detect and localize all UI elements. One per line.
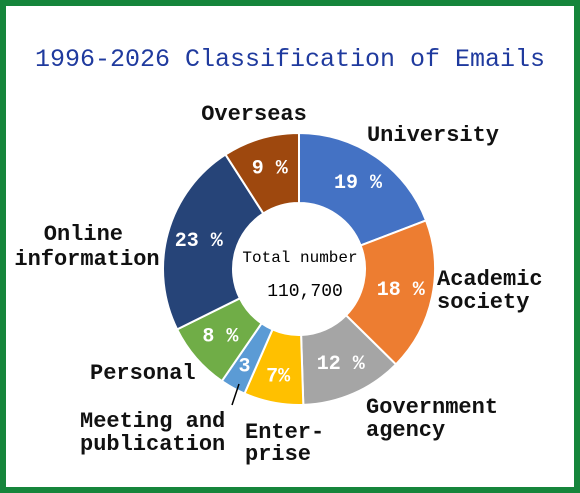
label-online-information-line-2: information xyxy=(14,247,159,272)
label-meeting-and-publication-line-1: Meeting and xyxy=(80,409,225,434)
label-enterprise: Enter- prise xyxy=(245,420,337,467)
label-government-agency-line-1: Government xyxy=(366,395,498,420)
label-government-agency-line-2: agency xyxy=(366,418,445,443)
value-label-enter-prise: 7% xyxy=(266,366,291,389)
center-text: Total number 110,700 xyxy=(242,249,357,302)
leader-line-meeting-and-publication xyxy=(231,383,240,406)
value-label-personal: 8 % xyxy=(202,326,239,349)
label-university: University xyxy=(367,123,499,148)
label-academic-society-line-2: society xyxy=(437,290,529,315)
label-online-information: Online information xyxy=(14,222,159,272)
label-personal: Personal xyxy=(90,361,196,386)
label-overseas: Overseas xyxy=(201,102,307,127)
label-meeting-and-publication-line-2: publication xyxy=(80,432,225,457)
value-labels: 19 % 18 % 12 % 7% 38 % 23 % 9 % xyxy=(175,158,426,389)
value-label-overseas: 9 % xyxy=(252,158,289,181)
value-label-university: 19 % xyxy=(334,172,383,195)
donut-slices xyxy=(162,131,436,406)
slice-online-information xyxy=(162,153,265,331)
label-academic-society: Academic society xyxy=(437,267,556,315)
chart-title: 1996-2026 Classification of Emails xyxy=(35,45,545,74)
label-meeting-and-publication: Meeting and publication xyxy=(80,409,238,457)
value-label-government-agency: 12 % xyxy=(317,353,366,376)
center-label: Total number xyxy=(242,249,357,267)
center-value: 110,700 xyxy=(267,282,343,302)
label-online-information-line-1: Online xyxy=(44,222,123,247)
slice-overseas xyxy=(224,131,300,215)
value-label-meeting-and-publication: 3 xyxy=(239,355,251,378)
label-enterprise-line-2: prise xyxy=(245,442,311,467)
slice-university xyxy=(298,131,428,247)
chart-background xyxy=(6,6,574,487)
category-labels: Overseas University Academic society Gov… xyxy=(14,102,556,467)
value-label-academic-society: 18 % xyxy=(377,279,426,302)
label-enterprise-line-1: Enter- xyxy=(245,420,324,445)
label-government-agency: Government agency xyxy=(366,395,511,443)
value-label-online-information: 23 % xyxy=(175,230,224,253)
label-academic-society-line-1: Academic xyxy=(437,267,543,292)
